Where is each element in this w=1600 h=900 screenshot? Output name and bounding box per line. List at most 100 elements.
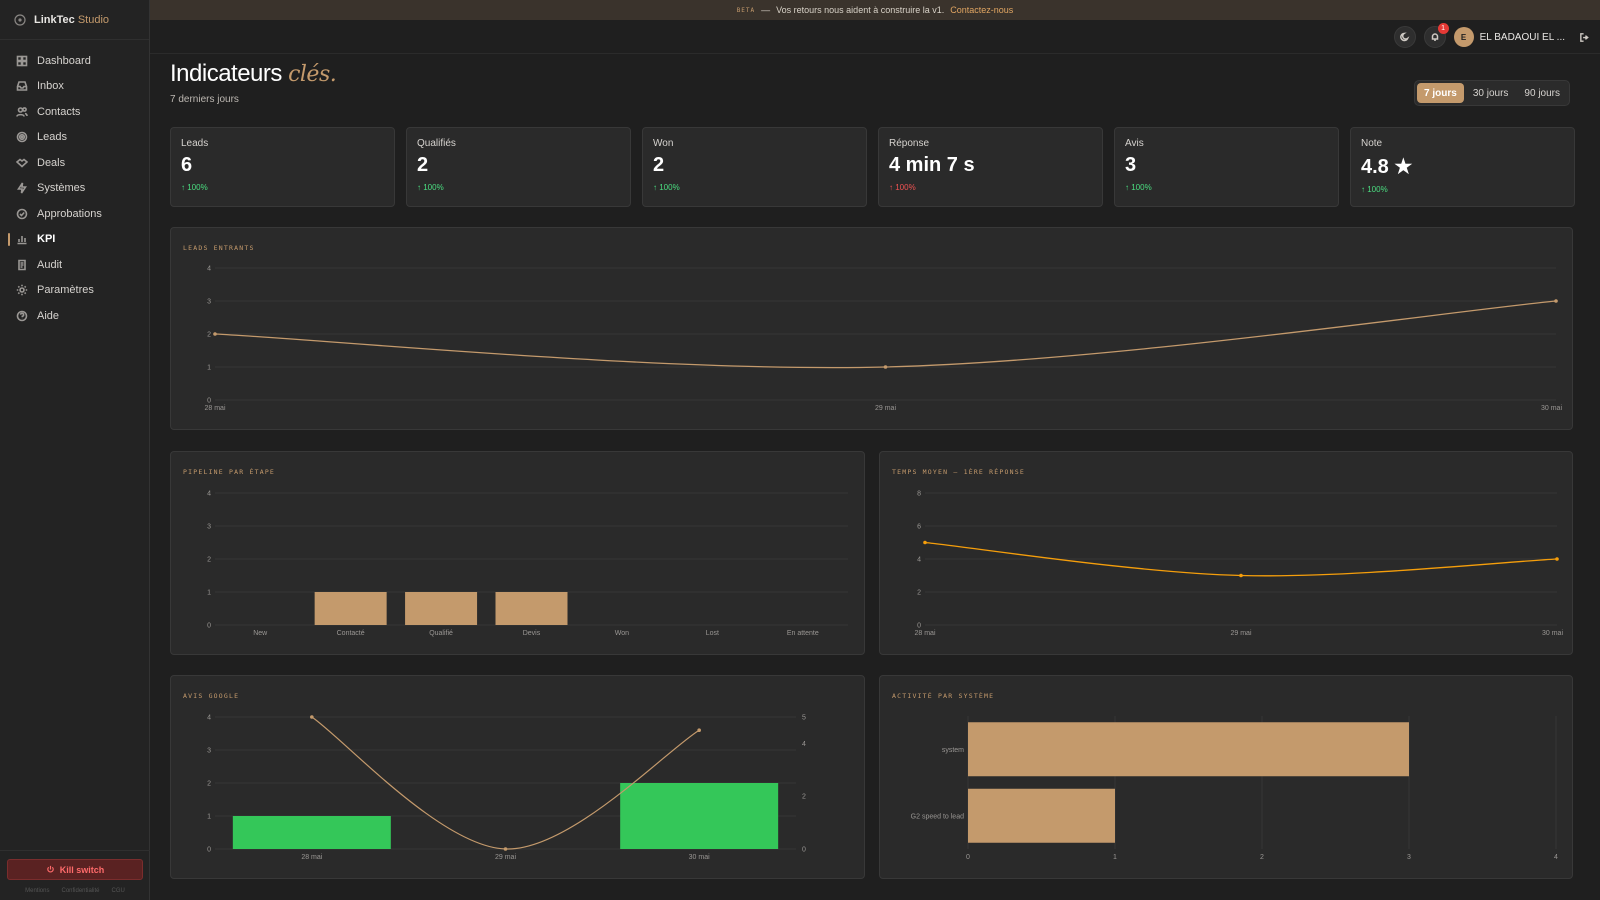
sidebar-item-dashboard[interactable]: Dashboard — [0, 48, 149, 74]
reviews-chart: 0 1 2 3 4 0 2 4 5 28 mai 29 mai 30 mai — [207, 715, 806, 862]
x-tick-label: 29 mai — [875, 405, 896, 412]
legal-link-privacy[interactable]: Confidentialité — [61, 888, 100, 894]
page-header: Indicateurs clés. 7 derniers jours — [170, 60, 337, 105]
x-tick-label: 0 — [966, 854, 970, 861]
sidebar-item-label: KPI — [37, 233, 56, 246]
data-point — [1554, 299, 1558, 303]
page-title-text: Indicateurs — [170, 60, 282, 87]
y-tick-label: 3 — [207, 299, 211, 306]
x-tick-label: Won — [615, 630, 629, 637]
notification-badge: 1 — [1437, 23, 1449, 34]
brand[interactable]: LinkTec Studio — [0, 0, 149, 40]
reviews-chart-title: AVIS GOOGLE — [183, 692, 240, 700]
user-menu[interactable]: E EL BADAOUI EL ... — [1453, 27, 1565, 47]
kpi-delta: ↑ 100% — [417, 183, 444, 192]
kpi-card-avis: Avis 3 ↑ 100% — [1114, 127, 1339, 207]
scroll-icon — [16, 259, 28, 271]
y-tick-label: 1 — [207, 365, 211, 372]
notifications-button[interactable]: 1 — [1423, 23, 1449, 48]
x-tick-label: 29 mai — [1230, 630, 1251, 637]
sidebar-item-approbations[interactable]: Approbations — [0, 201, 149, 227]
sidebar-item-label: Systèmes — [37, 182, 86, 195]
activity-chart: 0 1 2 3 4 system G2 speed to lead — [911, 716, 1558, 861]
kpi-card-leads: Leads 6 ↑ 100% — [170, 127, 395, 207]
leads-chart: 0 1 2 3 4 28 mai 29 mai 30 mai — [204, 266, 1562, 413]
x-tick-label: New — [253, 630, 268, 637]
gear-icon — [16, 284, 28, 296]
contact-link[interactable]: Contactez-nous — [950, 5, 1014, 15]
kpi-card-note: Note 4.8 ★ ↑ 100% — [1350, 127, 1575, 207]
bar — [232, 816, 391, 849]
data-point — [923, 540, 927, 545]
kpi-delta: ↑ 100% — [1125, 183, 1152, 192]
sidebar-item-parametres[interactable]: Paramètres — [0, 278, 149, 304]
period-7-jours-button[interactable]: 7 jours — [1417, 83, 1464, 103]
y2-tick-label: 4 — [802, 741, 806, 748]
moon-icon — [1399, 32, 1410, 42]
bar — [620, 783, 779, 849]
sidebar-item-label: Inbox — [37, 80, 64, 93]
brand-accent: Studio — [77, 13, 110, 26]
y-tick-label: 4 — [917, 557, 921, 564]
sidebar-item-contacts[interactable]: Contacts — [0, 99, 149, 125]
response-chart: 0 2 4 6 8 28 mai 29 mai 30 mai — [914, 491, 1563, 638]
beta-tag: BETA — [736, 6, 756, 14]
x-tick-label: Devis — [523, 630, 541, 637]
data-point — [1239, 573, 1243, 578]
kpi-card-won: Won 2 ↑ 100% — [642, 127, 867, 207]
kpi-value: 2 — [653, 154, 665, 176]
x-tick-label: 30 mai — [1542, 630, 1563, 637]
grid-icon — [16, 55, 28, 67]
legal-link-cgu[interactable]: CGU — [111, 888, 125, 894]
legal-link-mentions[interactable]: Mentions — [25, 888, 50, 894]
x-tick-label: 29 mai — [495, 854, 516, 861]
y-tick-label: 1 — [207, 814, 211, 821]
sidebar-item-leads[interactable]: Leads — [0, 125, 149, 151]
activity-chart-title: ACTIVITÉ PAR SYSTÈME — [892, 692, 995, 700]
banner-dash: — — [761, 5, 771, 15]
x-tick-label: 30 mai — [1541, 405, 1562, 412]
bar — [495, 592, 568, 625]
sidebar-item-inbox[interactable]: Inbox — [0, 74, 149, 100]
page-subtitle: 7 derniers jours — [170, 94, 239, 105]
kpi-value: 4 min 7 s — [889, 154, 975, 176]
y-tick-label: 4 — [207, 715, 211, 722]
sidebar-footer: Kill switch Mentions Confidentialité CGU — [0, 850, 150, 900]
sidebar-item-deals[interactable]: Deals — [0, 150, 149, 176]
reviews-card: AVIS GOOGLE 0 1 2 3 4 0 2 4 5 28 mai 29 mai 30 mai — [170, 675, 865, 879]
y-tick-label: 2 — [207, 332, 211, 339]
y-tick-label: 8 — [917, 491, 921, 498]
sidebar-item-label: Audit — [37, 258, 63, 271]
x-tick-label: Lost — [706, 630, 719, 637]
y-tick-label: G2 speed to lead — [911, 813, 964, 820]
kpi-value: 6 — [181, 154, 193, 176]
period-90-jours-button[interactable]: 90 jours — [1524, 87, 1560, 99]
kpi-label: Note — [1361, 138, 1383, 149]
x-tick-label: 1 — [1113, 854, 1117, 861]
sidebar-item-label: Leads — [37, 131, 67, 144]
sidebar-item-audit[interactable]: Audit — [0, 252, 149, 278]
data-point — [883, 365, 888, 369]
period-30-jours-button[interactable]: 30 jours — [1472, 87, 1509, 99]
x-tick-label: Contacté — [337, 630, 365, 637]
legal-links: Mentions Confidentialité CGU — [7, 888, 143, 894]
power-icon — [46, 865, 55, 874]
logout-icon[interactable] — [1579, 32, 1590, 43]
y-tick-label: 0 — [917, 623, 921, 630]
handshake-icon — [16, 157, 28, 169]
y-tick-label: 0 — [207, 398, 211, 405]
y-tick-label: 4 — [207, 491, 211, 498]
sidebar-item-label: Paramètres — [37, 284, 94, 297]
beta-banner: BETA — Vos retours nous aident à constru… — [150, 0, 1600, 20]
kill-switch-button[interactable]: Kill switch — [7, 859, 143, 880]
sidebar-item-kpi[interactable]: KPI — [0, 227, 149, 253]
theme-toggle-button[interactable] — [1393, 26, 1416, 48]
brand-name: LinkTec — [34, 13, 75, 26]
sidebar-item-systemes[interactable]: Systèmes — [0, 176, 149, 202]
y-tick-label: 3 — [207, 748, 211, 755]
sidebar-item-aide[interactable]: Aide — [0, 303, 149, 329]
kpi-label: Leads — [181, 138, 209, 149]
kpi-value: 4.8 ★ — [1361, 156, 1413, 178]
response-card: TEMPS MOYEN — 1ÈRE RÉPONSE 0 2 4 6 8 28 mai 29… — [879, 451, 1573, 655]
data-point — [1555, 557, 1559, 561]
